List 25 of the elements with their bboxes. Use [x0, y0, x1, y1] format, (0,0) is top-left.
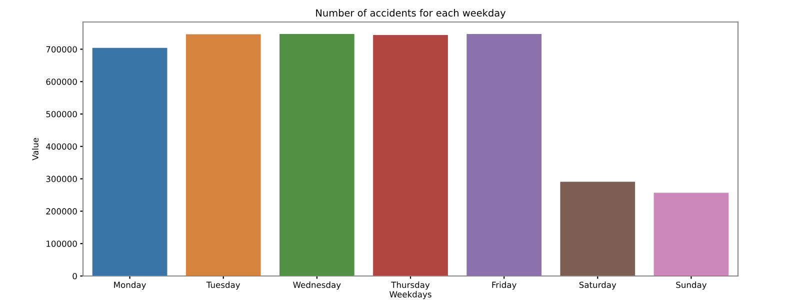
bar — [654, 192, 729, 276]
x-tick-label: Friday — [492, 282, 516, 290]
bar — [466, 34, 542, 276]
x-tick-label: Sunday — [676, 282, 707, 290]
x-axis-title: Weekdays — [390, 291, 432, 300]
x-tick-label: Wednesday — [293, 282, 341, 290]
y-tick-label: 500000 — [46, 110, 77, 118]
y-tick-label: 200000 — [46, 208, 77, 214]
y-tick-label: 400000 — [46, 143, 77, 150]
y-tick-label: 600000 — [46, 78, 77, 85]
bar — [280, 34, 354, 276]
bar — [560, 182, 636, 276]
y-axis-title: Value — [32, 138, 38, 160]
y-tick-label: 700000 — [46, 46, 77, 52]
y-tick-label: 100000 — [46, 240, 77, 247]
bar — [186, 34, 261, 276]
chart-title: Number of accidents for each weekday — [316, 9, 506, 18]
bar — [373, 34, 448, 276]
x-tick-label: Tuesday — [206, 282, 240, 290]
y-tick-label: 0 — [72, 272, 77, 280]
bar — [92, 48, 168, 276]
x-tick-label: Monday — [114, 282, 146, 290]
x-tick-label: Saturday — [579, 282, 616, 290]
x-tick-label: Thursday — [391, 282, 430, 290]
y-tick-label: 300000 — [46, 176, 77, 182]
